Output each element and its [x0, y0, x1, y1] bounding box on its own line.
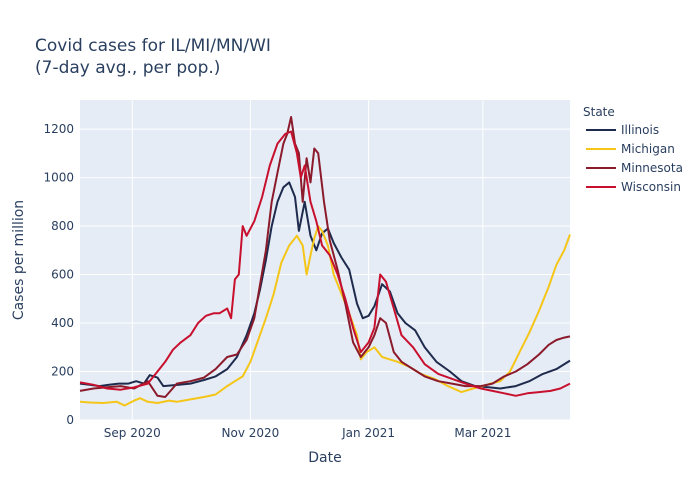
legend-title: State — [583, 105, 615, 119]
legend-label: Illinois — [621, 123, 659, 137]
legend[interactable]: State Illinois Michigan Minnesota Wisconsin — [583, 105, 683, 194]
legend-label: Wisconsin — [621, 180, 681, 194]
x-tick-labels: Sep 2020 Nov 2020 Jan 2021 Mar 2021 — [104, 426, 512, 440]
chart-title-line-2: (7-day avg., per pop.) — [35, 58, 220, 78]
series-line-wisconsin — [79, 130, 571, 397]
x-axis-title: Date — [308, 450, 341, 466]
legend-item-illinois[interactable]: Illinois — [586, 123, 659, 137]
y-tick-label: 400 — [51, 316, 74, 330]
x-tick-label: Nov 2020 — [222, 426, 280, 440]
y-tick-labels: 0 200 400 600 800 1000 1200 — [43, 122, 74, 427]
y-axis-title: Cases per million — [11, 200, 27, 320]
legend-label: Michigan — [621, 142, 675, 156]
gridlines — [80, 100, 570, 421]
y-tick-label: 800 — [51, 219, 74, 233]
series-lines — [79, 116, 571, 407]
legend-item-minnesota[interactable]: Minnesota — [586, 161, 683, 175]
x-tick-label: Jan 2021 — [341, 426, 395, 440]
y-tick-label: 1000 — [43, 171, 74, 185]
legend-label: Minnesota — [621, 161, 683, 175]
y-tick-label: 0 — [66, 413, 74, 427]
series-line-illinois — [79, 181, 571, 390]
x-tick-label: Mar 2021 — [454, 426, 511, 440]
y-tick-label: 600 — [51, 268, 74, 282]
chart-title-line-1: Covid cases for IL/MI/MN/WI — [35, 36, 271, 56]
legend-item-michigan[interactable]: Michigan — [586, 142, 675, 156]
x-tick-label: Sep 2020 — [104, 426, 161, 440]
y-tick-label: 200 — [51, 365, 74, 379]
y-tick-label: 1200 — [43, 122, 74, 136]
chart-title: Covid cases for IL/MI/MN/WI (7-day avg.,… — [35, 36, 271, 78]
legend-item-wisconsin[interactable]: Wisconsin — [586, 180, 681, 194]
